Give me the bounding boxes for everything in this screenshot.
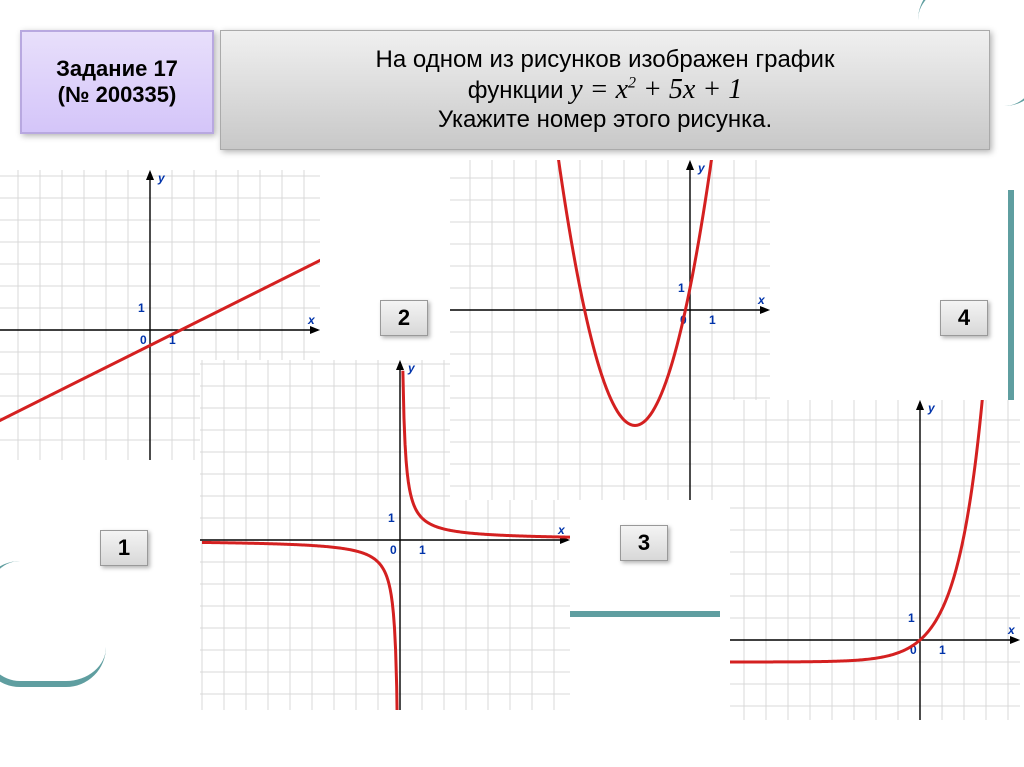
- svg-text:x: x: [307, 313, 316, 327]
- svg-text:x: x: [1007, 623, 1016, 637]
- question-line1: На одном из рисунков изображен график: [376, 46, 835, 74]
- svg-text:0: 0: [140, 333, 147, 347]
- task-line2: (№ 200335): [58, 82, 177, 108]
- svg-text:1: 1: [138, 301, 145, 315]
- chart-4-exponential: 011xy: [730, 400, 1020, 720]
- svg-text:1: 1: [388, 511, 395, 525]
- svg-text:1: 1: [419, 543, 426, 557]
- badge-3[interactable]: 3: [620, 525, 668, 561]
- svg-text:y: y: [407, 361, 416, 375]
- svg-text:1: 1: [709, 313, 716, 327]
- chart-3-parabola: 011xy: [450, 160, 770, 500]
- svg-text:1: 1: [939, 643, 946, 657]
- task-box: Задание 17 (№ 200335): [20, 30, 214, 134]
- badge-4[interactable]: 4: [940, 300, 988, 336]
- svg-text:y: y: [927, 401, 936, 415]
- svg-text:1: 1: [678, 281, 685, 295]
- question-line2: функции y = x2 + 5x + 1: [468, 74, 742, 106]
- badge-1[interactable]: 1: [100, 530, 148, 566]
- svg-text:x: x: [557, 523, 566, 537]
- question-line3: Укажите номер этого рисунка.: [438, 106, 772, 134]
- question-formula: y = x2 + 5x + 1: [570, 74, 742, 105]
- svg-text:1: 1: [908, 611, 915, 625]
- svg-text:y: y: [157, 171, 166, 185]
- svg-text:0: 0: [390, 543, 397, 557]
- svg-text:x: x: [757, 293, 766, 307]
- question-box: На одном из рисунков изображен график фу…: [220, 30, 990, 150]
- slide-frame-bl: [0, 561, 106, 687]
- task-line1: Задание 17: [56, 56, 178, 82]
- badge-2[interactable]: 2: [380, 300, 428, 336]
- svg-text:y: y: [697, 161, 706, 175]
